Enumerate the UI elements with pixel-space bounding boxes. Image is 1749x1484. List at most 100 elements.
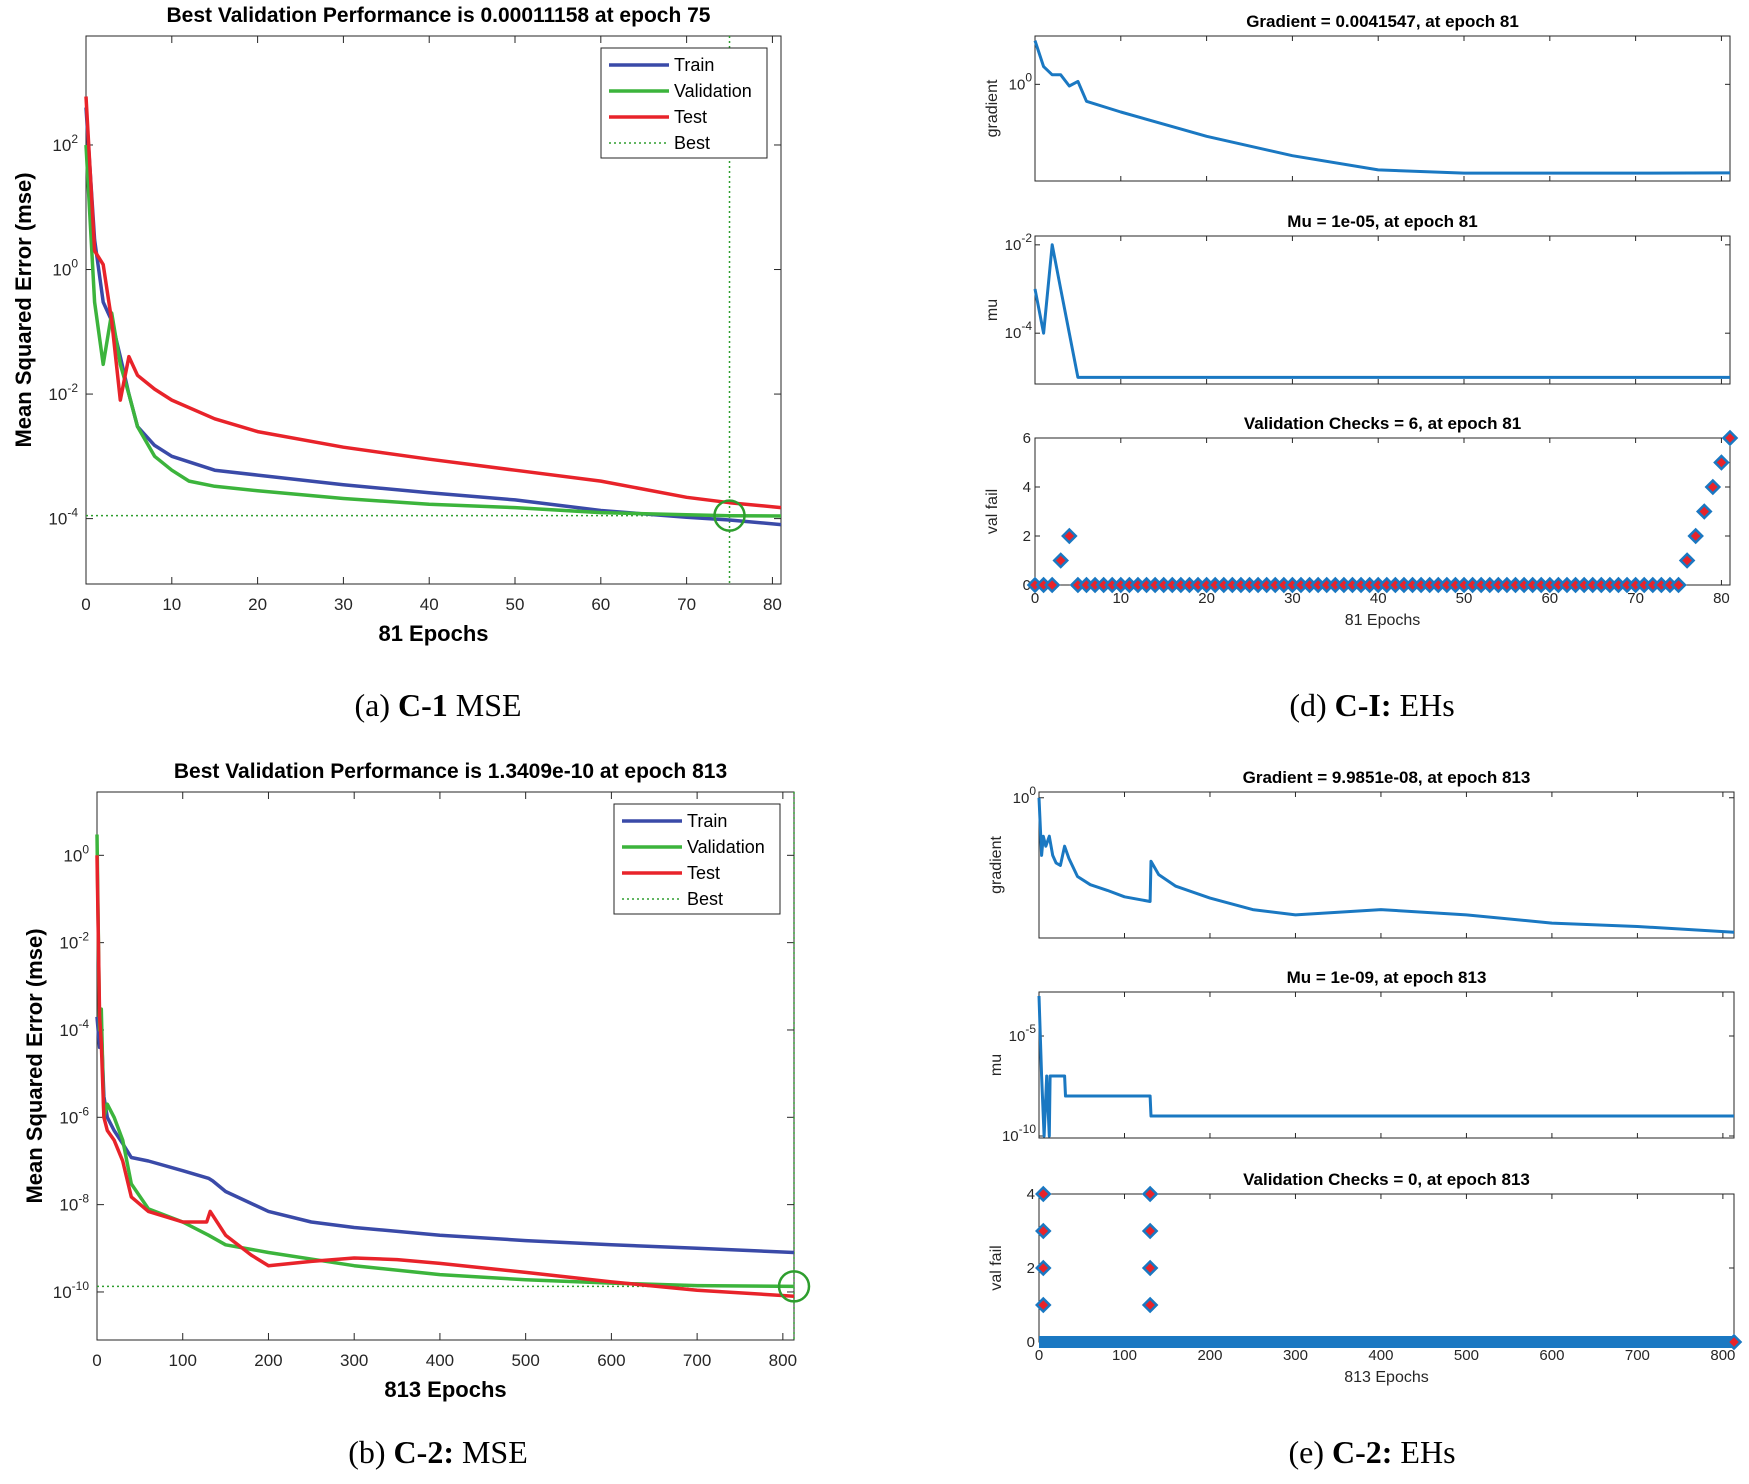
- x-tick-label: 60: [591, 595, 610, 614]
- x-tick-label: 70: [677, 595, 696, 614]
- val-fail-marker: [1035, 1185, 1052, 1203]
- val-fail-zero-band: [1039, 1336, 1734, 1348]
- y-tick-label: 10-10: [53, 1279, 90, 1302]
- x-axis-label: 81 Epochs: [378, 621, 488, 646]
- x-tick-label: 100: [169, 1351, 197, 1370]
- series-line-test: [84, 96, 782, 510]
- y-tick-label: 100: [1009, 70, 1033, 93]
- x-tick-label: 80: [1713, 590, 1730, 607]
- legend-label-train: Train: [674, 55, 714, 75]
- panel-line: [1033, 243, 1730, 379]
- x-tick-label: 10: [1112, 590, 1129, 607]
- x-tick-label: 30: [1284, 590, 1301, 607]
- chart-title: Best Validation Performance is 0.0001115…: [167, 4, 711, 27]
- y-tick-label: 4: [1023, 479, 1031, 496]
- val-fail-marker: [1725, 1333, 1743, 1351]
- legend-label-test: Test: [687, 863, 720, 883]
- chart-d-ehs: Gradient = 0.0041547, at epoch 81 gradien…: [984, 12, 1739, 629]
- y-tick-label: 10-8: [59, 1192, 89, 1215]
- legend-label-best: Best: [687, 889, 723, 909]
- x-tick-label: 500: [1454, 1347, 1479, 1364]
- y-tick-label: 2: [1027, 1260, 1035, 1277]
- x-tick-label: 200: [254, 1351, 282, 1370]
- y-tick-label: 102: [52, 132, 78, 155]
- caption-e: (e) C-2: EHs: [1288, 1434, 1455, 1470]
- x-tick-label: 10: [162, 595, 181, 614]
- panel-title: Gradient = 0.0041547, at epoch 81: [1246, 12, 1519, 31]
- x-axis-label: 813 Epochs: [1344, 1369, 1429, 1386]
- x-tick-label: 70: [1627, 590, 1644, 607]
- chart-b-mse: 0 100 200 300 400 500 600 700 800 10-10 10-8 10-6 10…: [22, 760, 811, 1402]
- x-tick-label: 60: [1541, 590, 1558, 607]
- y-tick-label: 100: [1013, 784, 1037, 807]
- val-fail-marker: [1052, 552, 1070, 569]
- series-line-test: [95, 855, 795, 1298]
- x-tick-label: 30: [334, 595, 353, 614]
- x-tick-label: 800: [769, 1351, 797, 1370]
- x-axis-label: 813 Epochs: [384, 1377, 506, 1402]
- x-tick-label: 50: [1456, 590, 1473, 607]
- y-tick-label: 10-4: [59, 1017, 89, 1040]
- best-marker: [777, 1270, 811, 1303]
- val-fail-marker: [1043, 576, 1061, 594]
- val-fail-marker: [1670, 576, 1687, 594]
- y-tick-label: 0: [1027, 1334, 1035, 1351]
- val-fail-marker: [1687, 527, 1704, 545]
- best-marker: [713, 499, 746, 532]
- y-tick-label: 10-2: [1005, 231, 1033, 254]
- val-fail-marker: [1035, 1259, 1052, 1277]
- val-fail-marker: [1035, 1222, 1052, 1240]
- x-tick-label: 40: [1370, 590, 1387, 607]
- panel-y-label: mu: [988, 1054, 1005, 1076]
- chart-title: Best Validation Performance is 1.3409e-1…: [174, 760, 727, 783]
- val-fail-marker: [1695, 503, 1713, 520]
- val-fail-marker: [1141, 1222, 1159, 1240]
- x-tick-label: 20: [1198, 590, 1215, 607]
- legend-label-validation: Validation: [687, 837, 765, 857]
- val-fail-marker: [1678, 552, 1696, 569]
- y-tick-label: 10-4: [48, 506, 78, 529]
- x-tick-label: 0: [92, 1351, 101, 1370]
- y-tick-label: 10-2: [59, 930, 89, 953]
- panel-y-label: val fail: [988, 1245, 1005, 1290]
- series-line-train: [95, 1016, 795, 1255]
- chart-e-ehs: Gradient = 9.9851e-08, at epoch 813 gradi…: [988, 768, 1743, 1386]
- x-tick-label: 600: [1539, 1347, 1564, 1364]
- panel-title: Validation Checks = 6, at epoch 81: [1244, 414, 1521, 433]
- x-tick-label: 20: [248, 595, 267, 614]
- y-axis-label: Mean Squared Error (mse): [22, 928, 47, 1203]
- caption-a: (a) C-1 MSE: [354, 687, 521, 723]
- legend-label-validation: Validation: [674, 81, 752, 101]
- panel-area: [1038, 991, 1735, 1139]
- x-tick-label: 500: [511, 1351, 539, 1370]
- plot-area: [85, 35, 782, 585]
- val-fail-marker: [1061, 527, 1078, 545]
- panel-area: [1034, 437, 1731, 586]
- y-tick-label: 10-6: [59, 1104, 89, 1127]
- legend-label-test: Test: [674, 107, 707, 127]
- x-tick-label: 700: [683, 1351, 711, 1370]
- y-tick-label: 4: [1027, 1186, 1035, 1203]
- val-fail-marker: [1141, 1296, 1159, 1314]
- x-tick-label: 600: [597, 1351, 625, 1370]
- y-tick-label: 6: [1023, 430, 1031, 447]
- y-tick-label: 2: [1023, 528, 1031, 545]
- x-tick-label: 300: [1283, 1347, 1308, 1364]
- y-tick-label: 10-4: [1005, 319, 1033, 342]
- x-tick-label: 80: [763, 595, 782, 614]
- panel-title: Mu = 1e-09, at epoch 813: [1287, 968, 1487, 987]
- y-tick-label: 10-5: [1009, 1022, 1037, 1045]
- y-tick-label: 100: [52, 257, 78, 280]
- val-fail-marker: [1035, 1296, 1052, 1314]
- panel-title: Mu = 1e-05, at epoch 81: [1287, 212, 1477, 231]
- panel-line: [1037, 995, 1734, 1138]
- y-tick-label: 0: [1023, 577, 1031, 594]
- panel-title: Gradient = 9.9851e-08, at epoch 813: [1243, 768, 1531, 787]
- plot-area: [96, 791, 795, 1341]
- x-tick-label: 0: [1031, 590, 1039, 607]
- panel-y-label: mu: [984, 299, 1001, 321]
- x-tick-label: 0: [1035, 1347, 1043, 1364]
- x-tick-label: 700: [1625, 1347, 1650, 1364]
- val-fail-marker: [1713, 454, 1730, 471]
